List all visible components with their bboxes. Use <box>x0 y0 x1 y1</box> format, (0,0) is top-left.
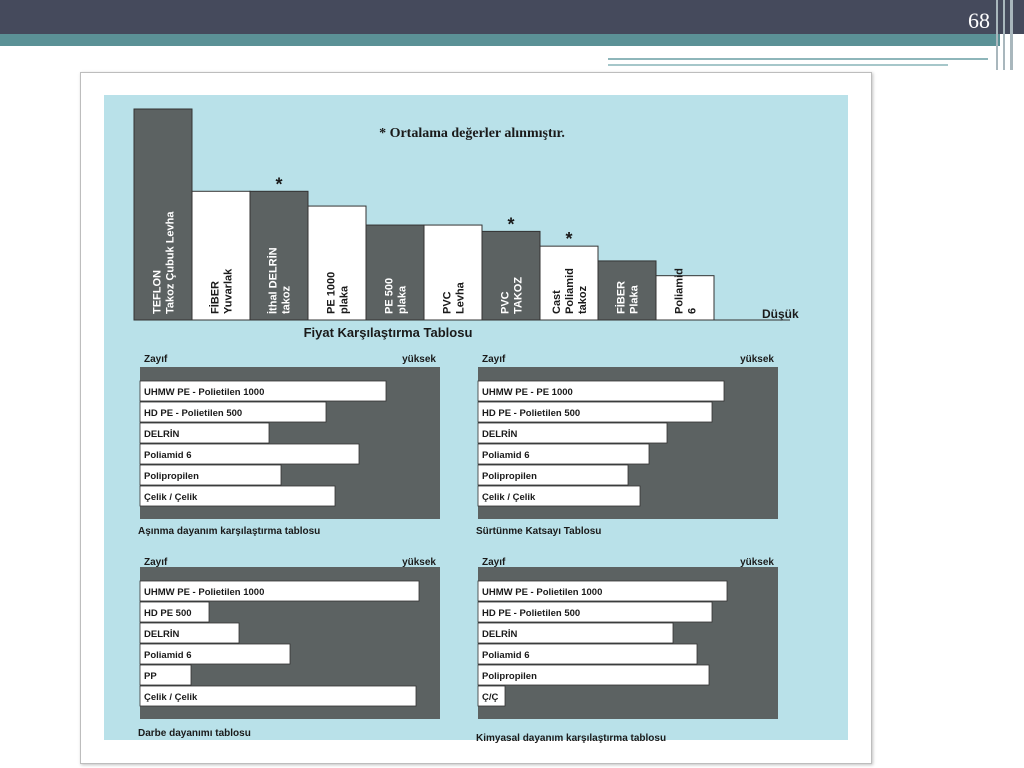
comparison-bar-label: HD PE - Polietilen 500 <box>482 408 580 419</box>
page-number: 68 <box>968 8 990 33</box>
price-bar-label: Poliamid6 <box>674 268 699 314</box>
comparison-bar <box>477 601 713 623</box>
comparison-bar-label: Polipropilen <box>482 471 537 482</box>
comparison-bar-label: PP <box>144 671 157 682</box>
comparison-bar <box>139 464 282 486</box>
comparison-bar <box>139 422 270 444</box>
comparison-bar-label: Çelik / Çelik <box>144 692 198 703</box>
price-bar-label: PE 500plaka <box>384 278 409 314</box>
comparison-bar-label: UHMW PE - Polietilen 1000 <box>144 387 264 398</box>
comparison-bar-label: UHMW PE - Polietilen 1000 <box>482 587 602 598</box>
comparison-bar <box>139 485 336 507</box>
comparison-bar-label: Poliamid 6 <box>482 450 530 461</box>
comparison-chart-title: Kimyasal dayanım karşılaştırma tablosu <box>476 733 666 744</box>
scale-high-label: yüksek <box>402 354 436 365</box>
scale-high-label: yüksek <box>740 557 774 568</box>
comparison-chart-title: Sürtünme Katsayı Tablosu <box>476 526 601 537</box>
scale-high-label: yüksek <box>402 557 436 568</box>
slide-accent-line <box>608 58 988 60</box>
price-bar-asterisk: * <box>507 214 514 234</box>
comparison-bar-label: DELRİN <box>144 429 180 440</box>
price-bar-asterisk: * <box>275 174 282 194</box>
slide-accent-line-2 <box>608 64 948 66</box>
comparison-bar-label: Poliamid 6 <box>482 650 530 661</box>
comparison-bar <box>477 643 698 665</box>
price-bar-label: PVCTAKOZ <box>500 277 525 314</box>
comparison-bar <box>477 422 668 444</box>
price-bar-label: TEFLONTakoz Çubuk Levha <box>152 211 177 314</box>
comparison-bar-label: Ç/Ç <box>482 692 499 703</box>
comparison-bar <box>139 580 420 602</box>
price-bar <box>133 108 193 321</box>
scale-high-label: yüksek <box>740 354 774 365</box>
price-bar <box>191 190 251 321</box>
comparison-bar <box>139 622 240 644</box>
comparison-bar <box>477 685 506 707</box>
chart-note: * Ortalama değerler alınmıştır. <box>379 126 565 141</box>
price-bar-label: PVCLevha <box>442 281 467 314</box>
price-bar-label: İthal DELRİNtakoz <box>267 247 293 314</box>
price-bar-label: FİBERPlaka <box>615 281 641 314</box>
scale-low-label: Zayıf <box>482 354 506 365</box>
price-bar <box>423 224 483 321</box>
comparison-bar <box>139 664 192 686</box>
price-bar-label: PE 1000plaka <box>326 272 351 314</box>
comparison-bar-label: UHMW PE - Polietilen 1000 <box>144 587 264 598</box>
scale-low-label: Zayıf <box>144 354 168 365</box>
comparison-bar <box>139 443 360 465</box>
slide-decor-line <box>1003 0 1005 70</box>
price-low-label: Düşük <box>762 307 799 321</box>
scale-low-label: Zayıf <box>482 557 506 568</box>
comparison-bar-label: Polipropilen <box>482 671 537 682</box>
comparison-bar-label: DELRİN <box>482 629 518 640</box>
slide-decor-line <box>1010 0 1013 70</box>
scale-low-label: Zayıf <box>144 557 168 568</box>
comparison-bar <box>477 380 725 402</box>
comparison-bar <box>477 464 629 486</box>
comparison-bar <box>477 401 713 423</box>
price-bar <box>307 205 367 321</box>
price-bar-label: CastPoliamidtakoz <box>551 268 589 314</box>
comparison-bar <box>477 622 674 644</box>
price-chart-title: Fiyat Karşılaştırma Tablosu <box>304 325 473 340</box>
comparison-bar-label: Çelik / Çelik <box>482 492 536 503</box>
comparison-bar-label: UHMW PE - PE 1000 <box>482 387 573 398</box>
comparison-bar-label: DELRİN <box>482 429 518 440</box>
price-bar <box>249 190 309 321</box>
slide-header-bar <box>0 0 1024 34</box>
comparison-bar <box>477 580 728 602</box>
comparison-bar-label: HD PE - Polietilen 500 <box>482 608 580 619</box>
comparison-bar <box>139 643 291 665</box>
comparison-bar-label: HD PE 500 <box>144 608 192 619</box>
comparison-bar <box>139 401 327 423</box>
comparison-bar <box>477 664 710 686</box>
comparison-bar-label: HD PE - Polietilen 500 <box>144 408 242 419</box>
comparison-bar-label: DELRİN <box>144 629 180 640</box>
slide-decor-line <box>996 0 998 70</box>
comparison-bar <box>139 685 417 707</box>
comparison-bar <box>477 443 650 465</box>
comparison-bar <box>139 380 387 402</box>
comparison-bar <box>139 601 210 623</box>
comparison-bar <box>477 485 641 507</box>
comparison-bar-label: Poliamid 6 <box>144 450 192 461</box>
price-bar <box>655 275 715 321</box>
price-bar-asterisk: * <box>565 229 572 249</box>
comparison-chart-title: Aşınma dayanım karşılaştırma tablosu <box>138 526 320 537</box>
comparison-chart-title: Darbe dayanımı tablosu <box>138 728 251 739</box>
comparison-bar-label: Çelik / Çelik <box>144 492 198 503</box>
price-bar-label: FİBERYuvarlak <box>209 268 235 314</box>
price-bar <box>597 260 657 321</box>
comparison-bar-label: Polipropilen <box>144 471 199 482</box>
comparison-bar-label: Poliamid 6 <box>144 650 192 661</box>
slide-accent-stripe <box>0 34 1000 46</box>
